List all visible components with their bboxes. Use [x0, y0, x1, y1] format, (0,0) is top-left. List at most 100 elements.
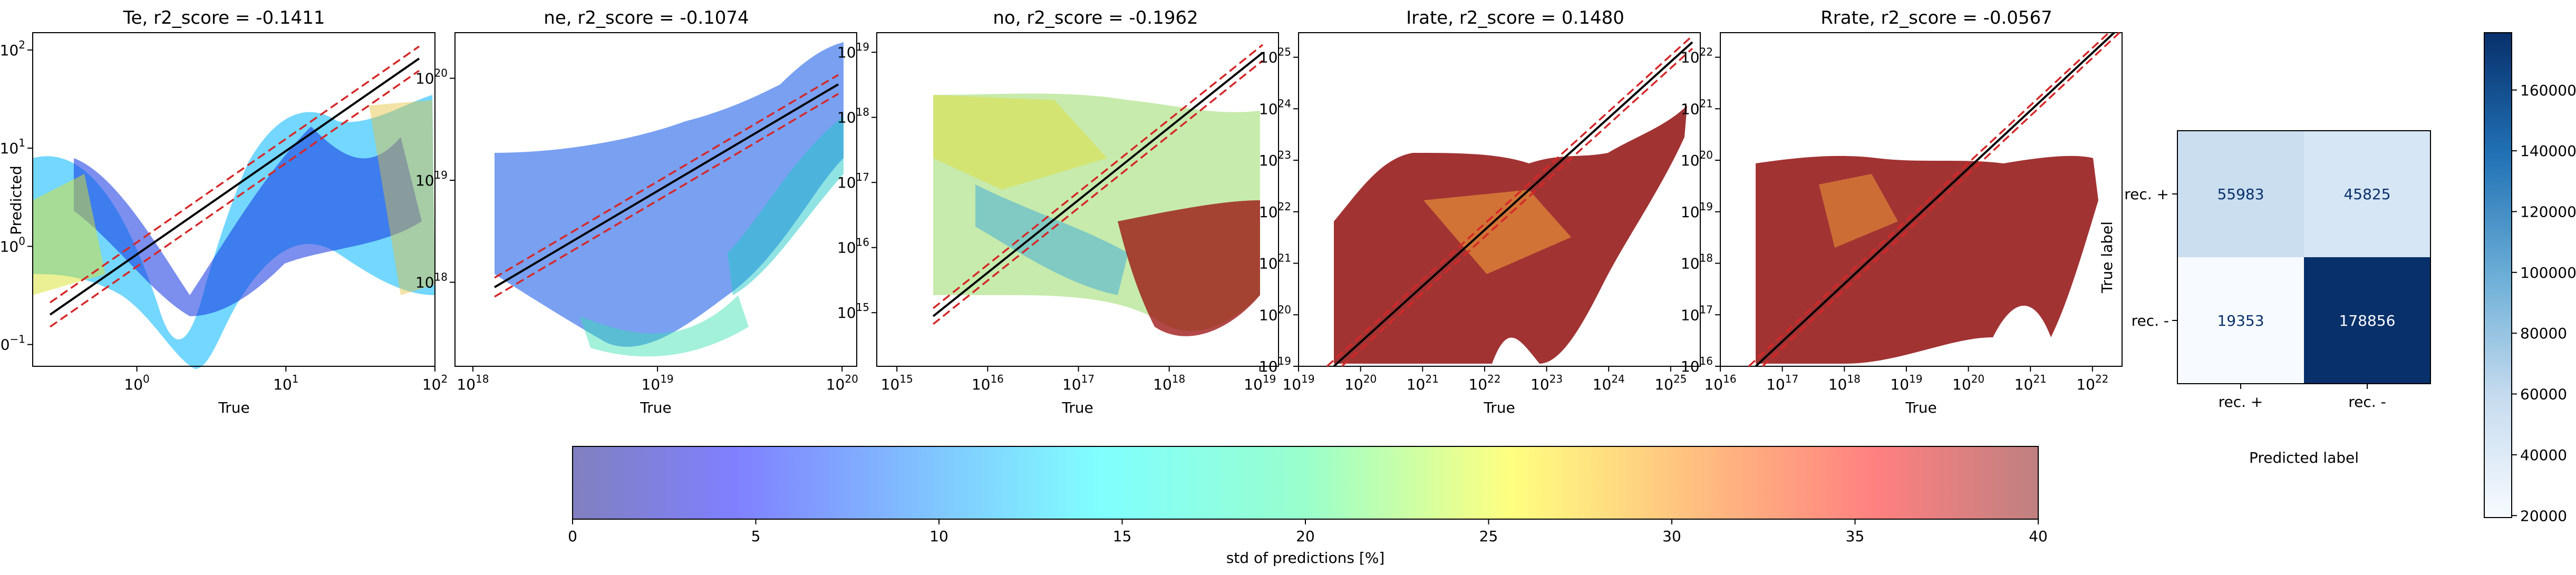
x-tick-label: 102	[422, 373, 448, 393]
colorbar-tick-label: 10	[929, 528, 948, 545]
confusion-cells: 55983 45825 19353 178856 rec. + rec. - rec. + r…	[2124, 131, 2430, 411]
ticks-no: 1015 1016 1017 1018 1019 1015 1016 1017 1018 1019	[837, 41, 1276, 393]
colorbar-tick-label: 120000	[2520, 203, 2576, 220]
band-lower-line	[50, 70, 420, 328]
x-tick-label: 1020	[1344, 373, 1377, 393]
x-tick-label: 1021	[1407, 373, 1439, 393]
y-tick-label: 1024	[1259, 97, 1291, 118]
confusion-cell	[2177, 257, 2304, 384]
y-tick-label: 102	[0, 38, 25, 59]
panel-ne: ne, r2_score = -0.1074 True	[454, 7, 857, 416]
x-tick-label: 101	[273, 373, 298, 393]
axes-frame	[454, 32, 857, 367]
x-tick-label: 1018	[1828, 373, 1861, 393]
reference-lines	[1326, 35, 1693, 367]
panel-no: no, r2_score = -0.1962 True	[876, 7, 1279, 416]
panel-title: Te, r2_score = -0.1411	[123, 7, 325, 28]
y-tick-label: 1020	[415, 67, 448, 87]
confusion-cell-value: 55983	[2217, 186, 2264, 203]
y-tick-label: rec. -	[2132, 312, 2169, 329]
x-tick-label: 1022	[1468, 373, 1500, 393]
panel-rrate: Rrate, r2_score = -0.0567 True	[1720, 7, 2123, 416]
x-tick-label: 1019	[1890, 373, 1922, 393]
x-axis-label: Predicted label	[2249, 449, 2359, 466]
y-tick-label: 1017	[1681, 303, 1713, 324]
colorbar-tick-label: 20000	[2520, 507, 2567, 524]
scatter-cloud	[1334, 105, 1687, 364]
x-tick-label: 1023	[1531, 373, 1563, 393]
identity-line	[1333, 41, 1693, 367]
x-tick-label: 1016	[972, 373, 1004, 393]
colorbar-tick-label: 30	[1662, 528, 1681, 545]
scatter-cloud	[1756, 155, 2098, 364]
reference-lines	[932, 44, 1264, 325]
x-tick-label: 1018	[457, 373, 489, 393]
band-upper-line	[932, 44, 1264, 309]
panel-title: no, r2_score = -0.1962	[993, 7, 1198, 28]
scatter-cloud	[933, 93, 1260, 336]
x-tick-label: 1019	[1282, 373, 1314, 393]
x-tick-label: 1021	[2015, 373, 2047, 393]
identity-line	[1755, 32, 2115, 367]
y-tick-label: 1019	[1259, 355, 1291, 375]
x-axis-label: True	[218, 399, 249, 416]
panel-title: ne, r2_score = -0.1074	[544, 7, 749, 28]
axes-frame	[2177, 130, 2431, 384]
x-tick-label: 1024	[1593, 373, 1625, 393]
confusion-cell-value: 178856	[2339, 312, 2396, 329]
colorbar-tick-label: 100000	[2520, 264, 2576, 281]
x-axis-label: True	[1061, 399, 1093, 416]
x-tick-label: 100	[124, 373, 149, 393]
x-tick-label: 1020	[1952, 373, 1984, 393]
colorbar-gradient	[2484, 32, 2512, 518]
y-tick-label: 1020	[1681, 149, 1713, 169]
x-tick-label: 1025	[1654, 373, 1687, 393]
colorbar-tick-label: 160000	[2520, 82, 2576, 99]
confusion-cell	[2177, 131, 2304, 257]
y-tick-label: 101	[0, 137, 25, 157]
axes-frame	[1298, 32, 1701, 367]
colorbar-tick-label: 35	[1846, 528, 1865, 545]
band-upper-line	[494, 74, 839, 279]
axes-frame	[1720, 32, 2123, 367]
y-tick-label: 1018	[837, 106, 869, 126]
y-tick-label: 1019	[837, 41, 869, 61]
panel-te: Te, r2_score = -0.1411 True Predicted	[7, 7, 435, 416]
y-tick-label: 1021	[1681, 97, 1713, 118]
x-tick-label: rec. +	[2219, 393, 2263, 411]
colorbar-ticks: 0 5 10 15 20 25 30 35 40	[568, 519, 2048, 545]
colorbar-tick-label: 40	[2029, 528, 2048, 545]
y-tick-label: 10−1	[0, 333, 25, 354]
scatter-cloud	[495, 42, 844, 357]
x-tick-label: 1015	[881, 373, 913, 393]
std-colorbar: 0 5 10 15 20 25 30 35 40 std of predictions [%]	[568, 446, 2048, 567]
band-upper-line	[1748, 32, 2110, 367]
confusion-cell	[2304, 131, 2430, 257]
y-tick-label: 1017	[837, 171, 869, 191]
x-tick-label: rec. -	[2348, 393, 2386, 411]
y-tick-label: 1016	[837, 236, 869, 257]
y-axis-label: True label	[2098, 221, 2116, 294]
x-tick-label: 1020	[826, 373, 858, 393]
colorbar-gradient	[572, 446, 2039, 520]
x-tick-label: 1019	[1244, 373, 1276, 393]
x-tick-label: 1019	[642, 373, 674, 393]
x-axis-label: True	[640, 399, 671, 416]
y-tick-label: 1015	[837, 301, 869, 321]
x-tick-label: 1022	[2076, 373, 2108, 393]
confusion-colorbar: 20000 40000 60000 80000 100000 120000 140000 16…	[2484, 32, 2576, 524]
confusion-cell-value: 19353	[2217, 312, 2264, 329]
y-tick-label: 1023	[1259, 149, 1291, 169]
scatter-cloud	[33, 95, 435, 369]
y-tick-label: rec. +	[2124, 186, 2169, 203]
y-tick-label: 1022	[1681, 46, 1713, 66]
band-lower-line	[494, 93, 839, 298]
x-tick-label: 1018	[1153, 373, 1185, 393]
confusion-cell-value: 45825	[2343, 186, 2390, 203]
y-tick-label: 1021	[1259, 252, 1291, 272]
panel-title: Rrate, r2_score = -0.0567	[1820, 7, 2052, 28]
colorbar-tick-label: 60000	[2520, 386, 2567, 403]
reference-lines	[493, 74, 839, 298]
y-tick-label: 1016	[1681, 355, 1713, 375]
